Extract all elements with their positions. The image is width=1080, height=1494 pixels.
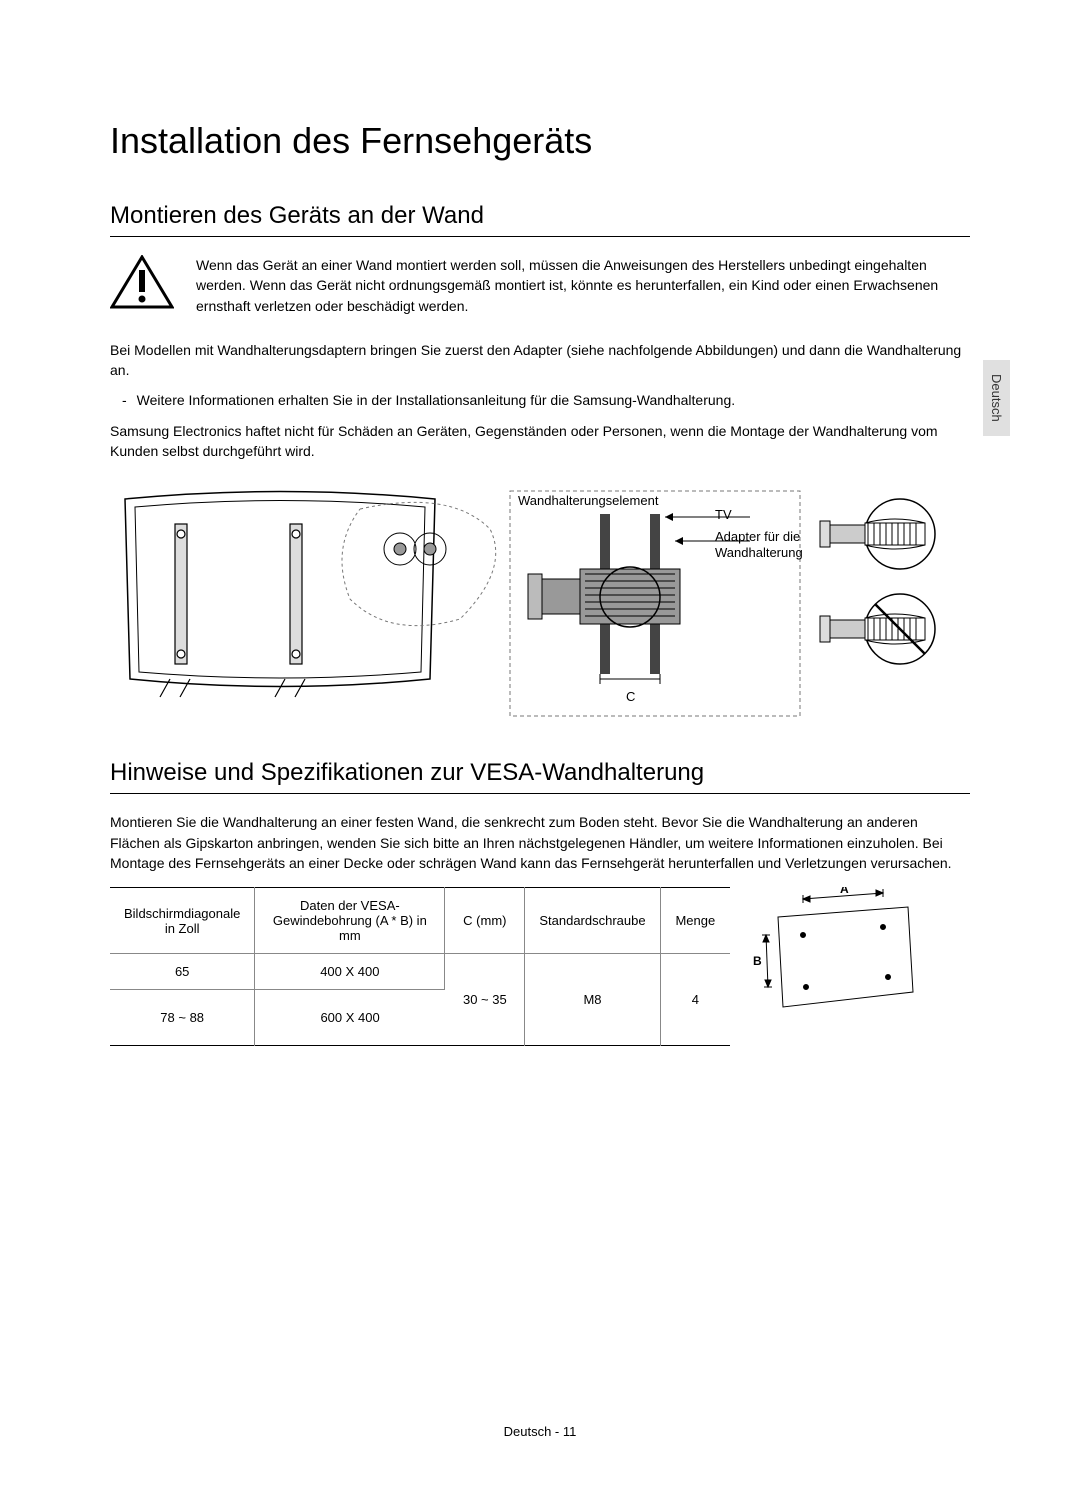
cell-diag-0: 65 <box>110 954 255 990</box>
page-title: Installation des Fernsehgeräts <box>110 120 970 162</box>
wall-mount-figure: Wandhalterungselement TV Adapter für die… <box>110 479 970 729</box>
svg-text:A: A <box>840 887 849 896</box>
vesa-dimension-icon: A B <box>748 887 918 1017</box>
col-qty: Menge <box>660 888 730 954</box>
col-c: C (mm) <box>445 888 525 954</box>
para-adapter: Bei Modellen mit Wandhalterungsdaptern b… <box>110 340 970 381</box>
cell-screw: M8 <box>525 954 660 1046</box>
para-vesa-intro: Montieren Sie die Wandhalterung an einer… <box>110 812 970 873</box>
bullet-info: - Weitere Informationen erhalten Sie in … <box>110 390 970 410</box>
svg-text:B: B <box>753 954 762 968</box>
vesa-table-block: Bildschirmdiagonale in Zoll Daten der VE… <box>110 887 970 1046</box>
page-content: Installation des Fernsehgeräts Montieren… <box>0 0 1080 1106</box>
page-footer: Deutsch - 11 <box>0 1424 1080 1439</box>
warning-text: Wenn das Gerät an einer Wand montiert we… <box>196 255 970 316</box>
figure-label-tv: TV <box>715 507 732 522</box>
figure-label-element: Wandhalterungselement <box>518 493 658 508</box>
section-heading-1: Montieren des Geräts an der Wand <box>110 202 970 237</box>
figure-label-c: C <box>626 689 635 704</box>
table-row: 65 400 X 400 30 ~ 35 M8 4 <box>110 954 730 990</box>
cell-vesa-0: 400 X 400 <box>255 954 445 990</box>
figure-label-adapter: Adapter für die Wandhalterung <box>715 529 805 560</box>
bullet-dash-icon: - <box>122 390 127 410</box>
cell-qty: 4 <box>660 954 730 1046</box>
warning-triangle-icon <box>110 255 174 311</box>
section-heading-2: Hinweise und Spezifikationen zur VESA-Wa… <box>110 759 970 794</box>
bullet-text: Weitere Informationen erhalten Sie in de… <box>137 390 735 410</box>
col-vesa: Daten der VESA-Gewindebohrung (A * B) in… <box>255 888 445 954</box>
para-liability: Samsung Electronics haftet nicht für Sch… <box>110 421 970 462</box>
wall-mount-diagram-icon <box>110 479 970 729</box>
cell-c: 30 ~ 35 <box>445 954 525 1046</box>
table-header-row: Bildschirmdiagonale in Zoll Daten der VE… <box>110 888 730 954</box>
vesa-spec-table: Bildschirmdiagonale in Zoll Daten der VE… <box>110 887 730 1046</box>
cell-vesa-1: 600 X 400 <box>255 990 445 1046</box>
col-screw: Standardschraube <box>525 888 660 954</box>
col-diag: Bildschirmdiagonale in Zoll <box>110 888 255 954</box>
cell-diag-1: 78 ~ 88 <box>110 990 255 1046</box>
warning-block: Wenn das Gerät an einer Wand montiert we… <box>110 255 970 326</box>
